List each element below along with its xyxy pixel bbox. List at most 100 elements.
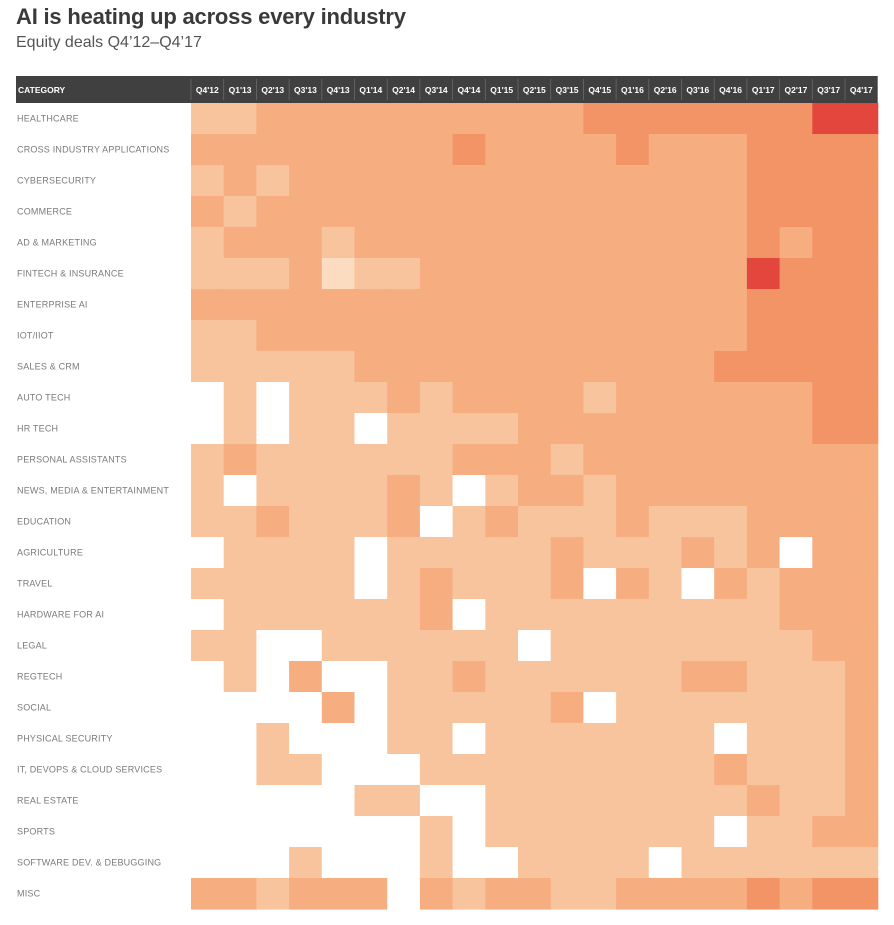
header-bar [16, 76, 878, 103]
heatmap-cell [518, 103, 552, 135]
heatmap-cell [714, 506, 748, 538]
heatmap-cell [452, 630, 486, 662]
heatmap-cell [223, 878, 257, 910]
heatmap-cell [518, 351, 552, 383]
heatmap-cell [518, 692, 552, 724]
heatmap-cell [714, 289, 748, 321]
heatmap-cell [812, 165, 846, 197]
heatmap-cell [714, 692, 748, 724]
heatmap-cell [550, 692, 584, 724]
heatmap-cell [321, 630, 356, 662]
heatmap-cell [779, 816, 813, 848]
heatmap-cell [256, 289, 290, 321]
heatmap-cell [812, 475, 846, 507]
heatmap-cell [779, 568, 813, 600]
heatmap-cell [779, 351, 813, 383]
row-label: CYBERSECURITY [17, 176, 96, 186]
heatmap-cell [714, 382, 748, 414]
heatmap-cell [452, 196, 486, 228]
heatmap-cell [256, 413, 290, 445]
heatmap-cell [354, 258, 388, 290]
heatmap-cell [289, 785, 323, 817]
heatmap-cell [845, 754, 879, 786]
heatmap-cell [845, 227, 879, 259]
heatmap-cell [714, 785, 748, 817]
heatmap-cell [289, 320, 323, 352]
heatmap-cell [321, 568, 356, 600]
heatmap-cell [681, 754, 715, 786]
heatmap-cell [681, 692, 715, 724]
heatmap-cell [419, 506, 454, 538]
heatmap-cell [256, 165, 290, 197]
heatmap-cell [387, 661, 421, 693]
heatmap-cell [289, 537, 323, 569]
heatmap-cell [223, 754, 257, 786]
heatmap-cell [550, 165, 584, 197]
heatmap-cell [354, 413, 388, 445]
heatmap-cell [289, 723, 323, 755]
heatmap-cell [419, 878, 454, 910]
heatmap-cell [648, 630, 683, 662]
heatmap-cell [223, 320, 257, 352]
heatmap-cell [223, 134, 257, 166]
heatmap-cell [256, 847, 290, 879]
heatmap-cell [616, 289, 650, 321]
column-label: Q4'15 [588, 85, 611, 95]
heatmap-cell [485, 134, 519, 166]
heatmap-cell [583, 630, 617, 662]
heatmap-cell [648, 785, 683, 817]
heatmap-cell [354, 537, 388, 569]
heatmap-cell [387, 289, 421, 321]
heatmap-cell [845, 537, 879, 569]
heatmap-cell [681, 847, 715, 879]
heatmap-cell [191, 413, 225, 445]
heatmap-cell [714, 661, 748, 693]
heatmap-cell [387, 196, 421, 228]
heatmap-cell [191, 692, 225, 724]
heatmap-cell [845, 258, 879, 290]
column-label: Q2'15 [523, 85, 546, 95]
heatmap-cell [387, 413, 421, 445]
heatmap-cell [779, 847, 813, 879]
heatmap-cell [387, 103, 421, 135]
heatmap-cell [354, 289, 388, 321]
heatmap-cell [583, 599, 617, 631]
heatmap-cell [485, 754, 519, 786]
row-label: REAL ESTATE [17, 796, 79, 806]
heatmap-cell [452, 568, 486, 600]
heatmap-cell [812, 506, 846, 538]
heatmap-cell [616, 692, 650, 724]
heatmap-cell [452, 506, 486, 538]
column-label: Q1'17 [752, 85, 775, 95]
heatmap-cell [289, 816, 323, 848]
heatmap-cell [616, 165, 650, 197]
heatmap-cell [387, 134, 421, 166]
heatmap-cell [812, 444, 846, 476]
heatmap-cell [191, 289, 225, 321]
heatmap-cell [746, 785, 781, 817]
heatmap-cell [191, 816, 225, 848]
heatmap-cell [387, 878, 421, 910]
heatmap-cell [191, 568, 225, 600]
heatmap-cell [583, 785, 617, 817]
heatmap-cell [812, 785, 846, 817]
heatmap-cell [223, 661, 257, 693]
heatmap-cell [616, 196, 650, 228]
heatmap-cell [387, 816, 421, 848]
heatmap-cell [845, 413, 879, 445]
heatmap-cell [550, 382, 584, 414]
heatmap-cell [779, 692, 813, 724]
heatmap-cell [746, 568, 781, 600]
heatmap-cell [485, 320, 519, 352]
heatmap-cell [387, 351, 421, 383]
heatmap-cell [845, 723, 879, 755]
heatmap-cell [256, 475, 290, 507]
heatmap-cell [289, 630, 323, 662]
heatmap-cell [583, 754, 617, 786]
heatmap-cell [518, 475, 552, 507]
heatmap-cell [223, 103, 257, 135]
heatmap-cell [550, 754, 584, 786]
row-label: AUTO TECH [17, 393, 70, 403]
heatmap-cell [714, 754, 748, 786]
heatmap-cell [289, 475, 323, 507]
